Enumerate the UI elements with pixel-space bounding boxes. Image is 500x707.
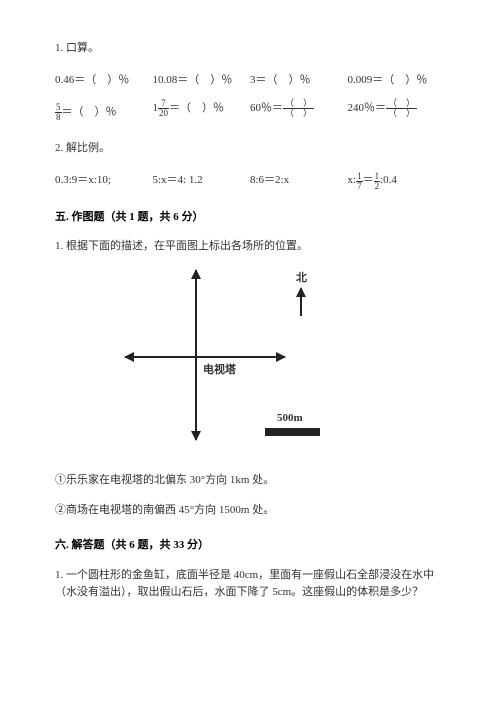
- eq-text: 240％＝: [348, 100, 387, 118]
- eq-cell: 8:6＝2:x: [250, 172, 348, 191]
- q2-label: 2. 解比例。: [55, 140, 445, 158]
- section6-heading: 六. 解答题（共 6 题，共 33 分）: [55, 537, 445, 555]
- q1-label: 1. 口算。: [55, 40, 445, 58]
- q1-row1: 0.46＝（ ）％ 10.08＝（ ）％ 3＝（ ）％ 0.009＝（ ）％: [55, 72, 445, 90]
- eq-cell: 1 7 20 ＝（ ）％: [153, 99, 251, 122]
- scale-label: 500m: [277, 410, 303, 428]
- q2-row: 0.3:9＝x:10; 5:x＝4: 1.2 8:6＝2:x x: 1 7 ＝ …: [55, 172, 445, 191]
- page-container: 1. 口算。 0.46＝（ ）％ 10.08＝（ ）％ 3＝（ ）％ 0.009…: [0, 0, 500, 707]
- eq-cell: 5:x＝4: 1.2: [153, 172, 251, 191]
- north-label: 北: [296, 270, 307, 288]
- eq-text: ＝（ ）％: [62, 104, 117, 122]
- eq-cell: 0.009＝（ ）％: [348, 72, 446, 90]
- eq-cell: 60％＝ （ ） （ ）: [250, 99, 348, 122]
- eq-cell: 240％＝ （ ） （ ）: [348, 99, 446, 122]
- q1-row2: 5 8 ＝（ ）％ 1 7 20 ＝（ ）％ 60％＝ （ ） （: [55, 99, 445, 122]
- eq-text: 60％＝: [250, 100, 283, 118]
- scale-bar: [265, 428, 320, 436]
- sec6-q1: 1. 一个圆柱形的金鱼缸，底面半径是 40cm，里面有一座假山石全部浸没在水中（…: [55, 567, 445, 602]
- eq-cell: 0.3:9＝x:10;: [55, 172, 153, 191]
- blank-fraction: （ ） （ ）: [386, 99, 417, 118]
- eq-text: ＝（ ）％: [169, 100, 224, 118]
- sec5-sub1: ①乐乐家在电视塔的北偏东 30°方向 1km 处。: [55, 472, 445, 490]
- eq-cell: x: 1 7 ＝ 1 2 :0.4: [348, 172, 446, 191]
- section5-heading: 五. 作图题（共 1 题，共 6 分）: [55, 209, 445, 227]
- tower-label: 电视塔: [203, 362, 236, 380]
- compass-figure: 电视塔 北 500m: [115, 270, 335, 460]
- eq-text: :0.4: [380, 172, 397, 190]
- eq-cell: 3＝（ ）％: [250, 72, 348, 90]
- eq-text: x:: [348, 172, 357, 190]
- sec5-q1: 1. 根据下面的描述，在平面图上标出各场所的位置。: [55, 238, 445, 256]
- eq-text: ＝: [363, 172, 374, 190]
- sec5-sub2: ②商场在电视塔的南偏西 45°方向 1500m 处。: [55, 502, 445, 520]
- eq-cell: 10.08＝（ ）％: [153, 72, 251, 90]
- eq-cell: 5 8 ＝（ ）％: [55, 99, 153, 122]
- eq-cell: 0.46＝（ ）％: [55, 72, 153, 90]
- fraction: 7 20: [158, 99, 169, 118]
- blank-fraction: （ ） （ ）: [283, 99, 314, 118]
- north-arrow-icon: [300, 288, 302, 316]
- axis-vertical: [195, 270, 197, 440]
- axis-horizontal: [125, 356, 285, 358]
